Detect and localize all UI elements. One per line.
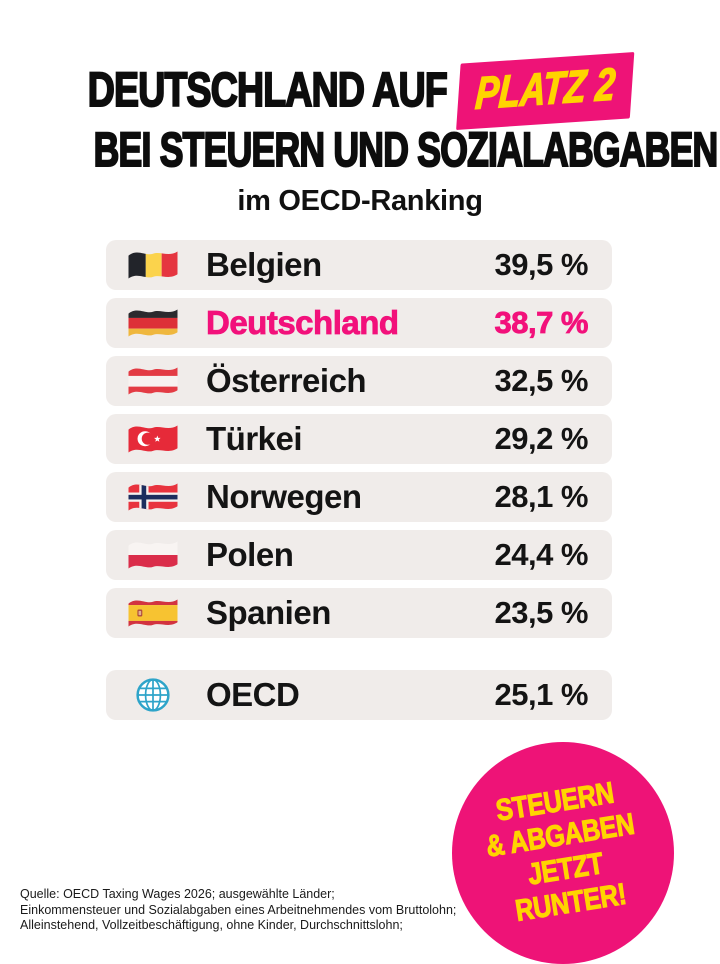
platz-2-badge: PLATZ 2: [455, 51, 635, 131]
country-name: Polen: [206, 536, 294, 573]
title-block: DEUTSCHLAND AUF PLATZ 2 BEI STEUERN UND …: [0, 51, 720, 218]
country-name: Spanien: [206, 594, 331, 631]
norway-flag-icon: [126, 476, 180, 518]
table-row: Spanien 23,5 %: [106, 588, 612, 638]
source-line: Einkommensteuer und Sozialabgaben eines …: [20, 902, 457, 917]
country-name: Österreich: [206, 362, 367, 399]
country-value: 32,5 %: [494, 363, 588, 398]
table-row: Polen 24,4 %: [106, 530, 612, 580]
country-value: 28,1 %: [494, 479, 588, 514]
oecd-label: OECD: [206, 676, 300, 713]
spain-flag-icon: [126, 592, 180, 634]
country-name: Norwegen: [206, 478, 362, 515]
source-line: Quelle: OECD Taxing Wages 2026; ausgewäh…: [20, 887, 335, 901]
source-line: Alleinstehend, Vollzeitbeschäftigung, oh…: [20, 918, 403, 932]
country-value: 39,5 %: [494, 247, 588, 282]
title-line1: DEUTSCHLAND AUF: [87, 63, 449, 117]
title-line2: BEI STEUERN UND SOZIALABGABEN: [93, 124, 719, 177]
table-row: Österreich 32,5 %: [106, 356, 612, 406]
source-note: Quelle: OECD Taxing Wages 2026; ausgewäh…: [20, 887, 456, 934]
country-name: Türkei: [206, 420, 303, 457]
country-name: Deutschland: [206, 304, 400, 342]
austria-flag-icon: [126, 360, 180, 402]
table-row: Norwegen 28,1 %: [106, 472, 612, 522]
country-value: 23,5 %: [494, 595, 588, 630]
country-name: Belgien: [206, 246, 322, 283]
campaign-sticker-text: STEUERN & ABGABEN JETZT RUNTER!: [479, 774, 648, 932]
oecd-average-row: OECD 25,1 %: [106, 670, 612, 720]
belgium-flag-icon: [126, 244, 180, 286]
oecd-value: 25,1 %: [494, 677, 588, 712]
campaign-sticker: STEUERN & ABGABEN JETZT RUNTER!: [452, 742, 674, 964]
germany-flag-icon: [126, 302, 180, 344]
table-row-highlighted: Deutschland 38,7 %: [106, 298, 612, 348]
turkey-flag-icon: [126, 418, 180, 460]
ranking-list: Belgien 39,5 % Deutschland 38,7 %: [106, 240, 612, 720]
subtitle: im OECD-Ranking: [237, 185, 483, 218]
platz-2-badge-label: PLATZ 2: [473, 57, 617, 119]
poland-flag-icon: [126, 534, 180, 576]
table-row: Türkei 29,2 %: [106, 414, 612, 464]
country-value: 29,2 %: [494, 421, 588, 456]
globe-with-meridians-icon: [126, 674, 180, 716]
table-row: Belgien 39,5 %: [106, 240, 612, 290]
country-value: 38,7 %: [494, 305, 589, 341]
country-value: 24,4 %: [494, 537, 588, 572]
